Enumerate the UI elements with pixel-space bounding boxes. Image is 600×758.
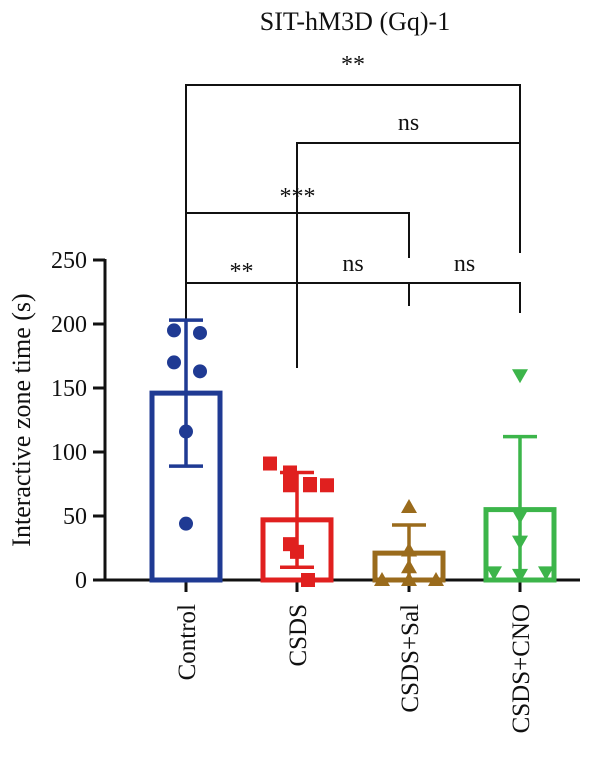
y-tick-label-50: 50 [63, 504, 87, 530]
bracket-label-2: *** [280, 184, 316, 210]
bracket-label-5: ns [454, 251, 475, 277]
significance-brackets: **ns***** ns ns [185, 52, 521, 403]
y-tick-label-0: 0 [75, 568, 87, 594]
data-point-2-3 [401, 572, 417, 586]
bracket-label-0: ** [341, 52, 365, 78]
chart-title: SIT-hM3D (Gq)-1 [260, 7, 450, 36]
data-point-1-8 [301, 573, 315, 587]
data-point-1-0 [263, 456, 277, 471]
data-point-1-1 [283, 465, 297, 480]
axes: 0 50 100 150 200 250 [51, 248, 580, 594]
data-point-2-4 [374, 572, 390, 586]
data-point-0-1 [193, 325, 207, 340]
data-point-2-1 [401, 542, 417, 557]
y-tick-label-150: 150 [51, 376, 87, 402]
data-point-1-7 [290, 544, 304, 559]
data-point-0-0 [167, 323, 181, 338]
data-point-2-2 [401, 559, 417, 574]
data-points [167, 323, 554, 587]
data-point-0-2 [167, 355, 181, 370]
data-point-2-5 [428, 572, 444, 586]
category-labels: Control CSDS CSDS+Sal CSDS+CNO [174, 604, 535, 733]
bracket-0 [185, 84, 521, 275]
data-point-0-4 [179, 424, 193, 439]
category-label-1: CSDS [285, 604, 312, 667]
bracket-label-4: ns [342, 251, 363, 277]
data-point-1-5 [303, 478, 317, 493]
data-point-0-3 [193, 364, 207, 379]
data-point-3-1 [512, 510, 528, 524]
bracket-4 [296, 282, 410, 368]
y-tick-label-100: 100 [51, 440, 87, 466]
y-axis-label: Interactive zone time (s) [7, 293, 36, 546]
data-point-1-4 [283, 478, 297, 493]
data-point-2-0 [401, 499, 417, 514]
bracket-label-3: ** [230, 259, 254, 285]
category-label-2: CSDS+Sal [397, 604, 424, 713]
category-label-0: Control [174, 604, 201, 680]
bracket-1 [296, 142, 521, 306]
bracket-5 [408, 282, 521, 313]
data-point-0-5 [179, 516, 193, 531]
y-tick-label-250: 250 [51, 248, 87, 274]
data-point-1-3 [320, 478, 334, 493]
data-point-3-3 [486, 566, 502, 581]
category-label-3: CSDS+CNO [508, 604, 535, 733]
data-point-3-0 [512, 369, 528, 384]
bars [149, 318, 557, 583]
data-point-3-2 [512, 535, 528, 550]
y-tick-label-200: 200 [51, 312, 87, 338]
data-point-3-4 [538, 566, 554, 581]
data-point-3-5 [512, 568, 528, 583]
bracket-label-1: ns [398, 110, 419, 136]
